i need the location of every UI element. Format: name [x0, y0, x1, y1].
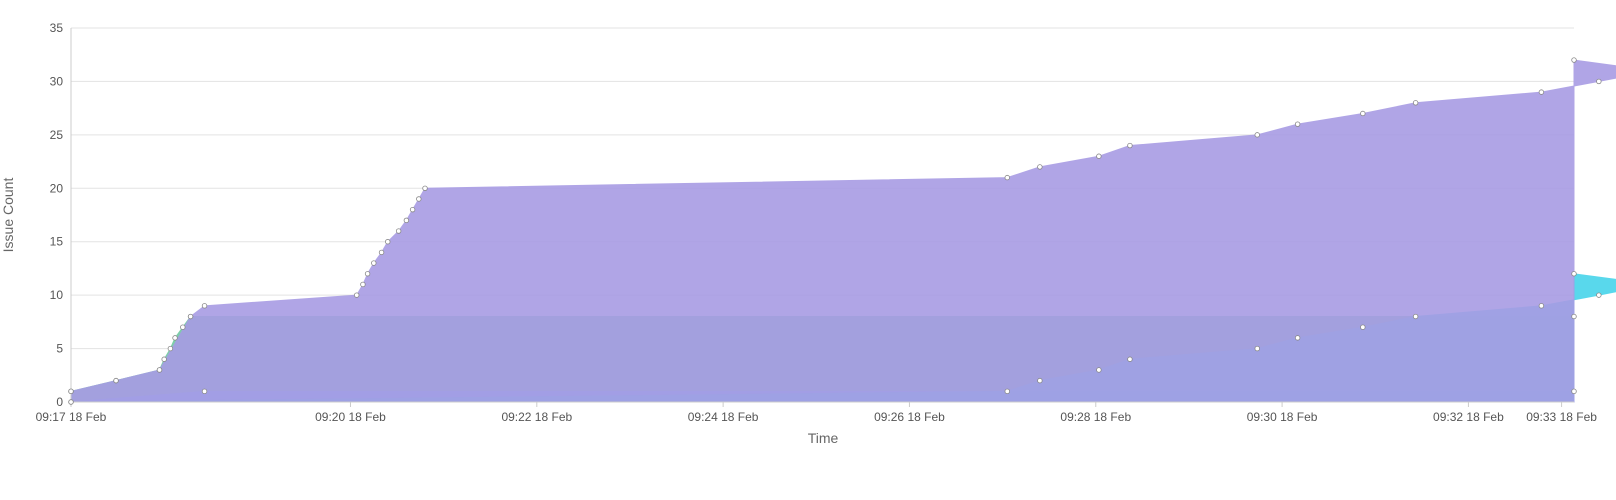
y-tick-label: 5 — [56, 342, 63, 356]
data-point — [1571, 313, 1577, 320]
y-tick-label: 10 — [50, 288, 64, 302]
data-point — [1412, 100, 1419, 106]
data-point — [1412, 313, 1419, 320]
data-point — [167, 345, 174, 352]
data-point — [422, 185, 428, 191]
data-point — [201, 388, 208, 395]
x-tick-label: 09:22 18 Feb — [501, 410, 572, 424]
data-point — [1037, 377, 1043, 384]
data-point — [1294, 121, 1301, 127]
y-tick-label: 0 — [56, 395, 63, 409]
data-point — [68, 399, 74, 405]
y-tick-label: 20 — [50, 181, 64, 195]
x-tick-label: 09:26 18 Feb — [874, 410, 945, 424]
data-point — [1538, 89, 1545, 95]
area-layer — [70, 59, 1616, 403]
data-point — [113, 377, 119, 384]
x-tick-label: 09:17 18 Feb — [36, 410, 107, 424]
data-point — [1571, 271, 1577, 277]
data-point — [1360, 110, 1366, 117]
y-tick-label: 25 — [50, 128, 64, 142]
axis-layer: 0 5 10 15 20 25 30 35 09:17 18 Feb 09:20 18 Feb 09… — [36, 21, 1598, 424]
data-point — [180, 324, 186, 330]
data-point — [161, 356, 167, 362]
y-tick-label: 30 — [50, 74, 64, 88]
x-tick-label: 09:20 18 Feb — [315, 410, 386, 424]
x-tick-label: 09:32 18 Feb — [1433, 410, 1504, 424]
data-point — [1360, 324, 1366, 330]
data-point — [360, 281, 366, 288]
data-point — [416, 196, 422, 202]
y-axis-title: Issue Count — [0, 178, 16, 253]
data-point — [201, 303, 208, 309]
series-area — [70, 59, 1616, 403]
data-point — [156, 367, 163, 373]
data-point — [1127, 142, 1133, 149]
x-axis-title: Time — [808, 430, 839, 446]
data-point — [1254, 345, 1260, 352]
data-point — [1571, 388, 1577, 395]
data-point — [1571, 57, 1577, 63]
data-point — [409, 206, 416, 213]
data-point — [1096, 153, 1102, 159]
data-point — [1254, 132, 1260, 138]
data-point — [385, 239, 391, 245]
data-point — [371, 260, 377, 266]
data-point — [353, 292, 360, 298]
data-point — [395, 228, 402, 234]
point-layer — [68, 57, 1602, 405]
data-point — [364, 271, 371, 277]
data-point — [68, 388, 74, 395]
data-point — [1127, 356, 1133, 362]
y-tick-label: 35 — [50, 21, 64, 35]
data-point — [1294, 335, 1301, 341]
y-tick-label: 15 — [50, 235, 64, 249]
data-point — [172, 335, 178, 341]
x-tick-label: 09:33 18 Feb — [1526, 410, 1597, 424]
data-point — [403, 217, 410, 224]
x-tick-label: 09:30 18 Feb — [1247, 410, 1318, 424]
data-point — [1004, 388, 1010, 395]
data-point — [1037, 164, 1043, 170]
data-point — [378, 249, 385, 256]
x-tick-label: 09:28 18 Feb — [1060, 410, 1131, 424]
data-point — [1596, 78, 1602, 85]
data-point — [1538, 303, 1545, 309]
x-tick-label: 09:24 18 Feb — [688, 410, 759, 424]
data-point — [1596, 292, 1602, 298]
data-point — [1096, 367, 1102, 373]
data-point — [1004, 174, 1010, 181]
data-point — [187, 313, 194, 320]
